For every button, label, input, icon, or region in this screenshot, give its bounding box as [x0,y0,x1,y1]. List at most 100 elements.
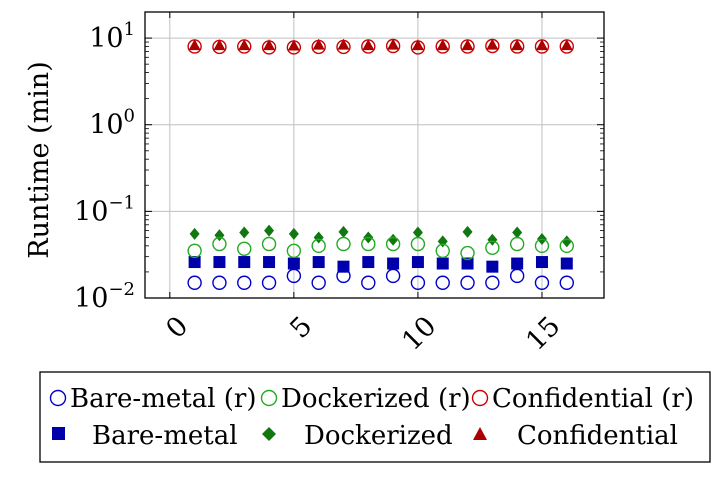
point-confidential-r [336,39,351,55]
point-dockerized [512,226,523,239]
point-confidential [535,39,548,51]
point-dockerized [189,227,200,240]
legend-label: Confidential (r) [492,384,694,414]
point-dockerized-r [435,243,450,259]
legend-label: Bare-metal [92,421,238,451]
point-confidential [312,38,325,50]
plot-area [145,12,604,298]
point-dockerized-r [460,245,475,261]
legend-item-confidential-r: Confidential (r) [471,384,694,414]
point-bare-metal [362,256,375,269]
x-tick-label: 15 [520,311,566,357]
point-bare-metal [188,256,201,269]
point-confidential-r [509,39,525,54]
y-tick-label-exponent: −1 [108,192,135,213]
point-confidential [213,39,226,51]
point-dockerized-r [311,238,326,254]
legend-item-bare-metal-r: Bare-metal (r) [49,384,257,414]
plot-frame [144,11,605,299]
grid-lines [145,12,604,298]
point-bare-metal-r [460,275,475,290]
point-dockerized-r [410,236,426,252]
point-confidential [461,39,474,51]
legend-item-dockerized-r: Dockerized (r) [260,384,471,414]
point-confidential-r [410,40,426,55]
point-dockerized [561,235,572,248]
legend: Bare-metal (r) Dockerized (r) Confidenti… [49,384,694,451]
point-confidential [337,38,350,50]
point-confidential-r [286,40,302,55]
legend-marker-circle-green [260,389,278,407]
point-confidential-r [261,40,277,55]
point-confidential-r [361,39,376,54]
point-bare-metal-r [212,275,227,290]
point-bare-metal-r [559,275,574,290]
point-dockerized-r [212,236,227,252]
legend-marker-square-blue [52,427,65,440]
legend-item-confidential: Confidential [473,421,678,451]
legend-label: Dockerized [304,421,453,451]
point-bare-metal-r [435,275,450,290]
y-tick-label-exponent: 1 [124,19,135,40]
y-tick-label-exponent: −2 [108,279,135,300]
point-dockerized-r [485,240,500,255]
point-confidential-r [187,39,202,54]
legend-marker-diamond-green [262,427,276,441]
point-bare-metal-r [237,275,252,290]
point-bare-metal-r [361,275,376,290]
point-confidential-r [212,39,227,55]
legend-item-bare-metal: Bare-metal [52,421,238,451]
point-bare-metal [461,257,474,270]
point-bare-metal-r [485,275,500,290]
point-confidential-r [385,38,401,54]
y-tick-label-base: 10 [89,23,123,54]
point-dockerized [388,233,399,246]
y-axis-label: Runtime (min) [24,61,55,258]
point-bare-metal [436,257,449,270]
point-confidential [411,39,424,51]
point-confidential [560,39,573,51]
point-bare-metal [511,257,524,270]
point-confidential [387,38,400,50]
point-dockerized [288,227,299,240]
legend-marker-circle-red [471,389,489,407]
y-tick-label-base: 10 [89,110,123,141]
legend-label: Dockerized (r) [281,384,471,414]
legend-marker-circle-blue [49,389,67,407]
point-bare-metal [535,256,548,269]
point-bare-metal-r [385,268,401,284]
point-dockerized [239,226,250,239]
point-dockerized-r [237,241,252,256]
y-tick-label: 10−2 [74,279,135,314]
point-dockerized-r [361,236,376,252]
point-bare-metal [312,256,325,269]
point-confidential [486,38,499,50]
point-bare-metal-r [261,275,277,290]
legend-item-dockerized: Dockerized [262,421,453,451]
point-dockerized [412,226,423,239]
legend-label: Confidential [517,421,678,451]
point-confidential-r [237,39,252,54]
point-confidential [287,39,300,51]
point-confidential [436,39,449,51]
x-tick-labels: 0 5 10 15 [160,311,566,357]
point-bare-metal [213,256,226,269]
x-tick-label: 0 [160,311,194,345]
point-bare-metal [238,256,251,269]
point-dockerized-r [509,236,525,252]
point-confidential-r [460,39,475,54]
y-tick-label: 100 [89,106,135,141]
point-confidential [188,39,201,51]
point-dockerized-r [336,236,351,252]
point-confidential-r [485,38,500,54]
point-confidential-r [559,39,574,54]
x-tick-label: 10 [396,311,442,357]
y-tick-label-base: 10 [74,196,108,227]
point-confidential-r [534,39,550,54]
point-confidential [263,39,276,51]
point-dockerized-r [261,236,277,252]
point-dockerized-r [385,236,401,252]
point-bare-metal [263,256,276,269]
